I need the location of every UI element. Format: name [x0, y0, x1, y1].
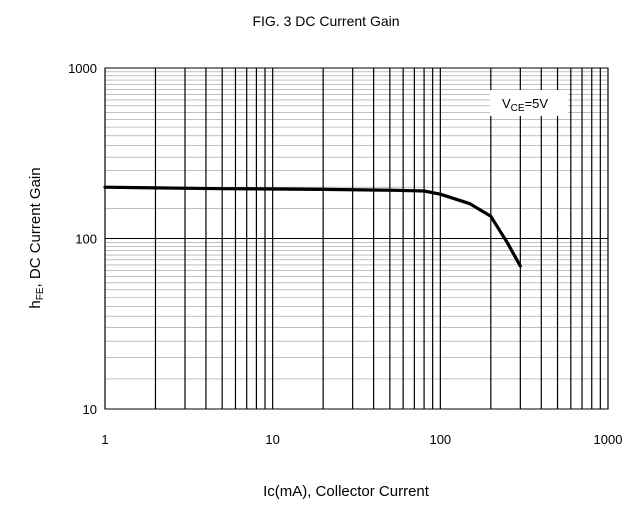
x-axis-title: Ic(mA), Collector Current	[263, 483, 430, 500]
y-axis-title: hFE, DC Current Gain	[27, 167, 46, 308]
y-tick-label: 1000	[68, 61, 97, 76]
series-layer	[103, 185, 522, 268]
annotation-rest: =5V	[525, 96, 549, 111]
annotation-label: VCE=5V	[502, 96, 548, 114]
chart-title: FIG. 3 DC Current Gain	[252, 13, 399, 29]
hfe-curve	[103, 185, 522, 268]
y-tick-label: 10	[83, 402, 97, 417]
x-tick-label: 1000	[594, 432, 623, 447]
plot-frame	[104, 67, 609, 410]
y-tick-labels: 1000 100 10	[68, 61, 97, 417]
x-tick-labels: 1 10 100 1000	[101, 432, 622, 447]
x-tick-label: 1	[101, 432, 108, 447]
annotation-box	[490, 90, 568, 116]
grid-lines	[104, 67, 609, 410]
x-tick-label: 100	[429, 432, 451, 447]
plot-area: VCE=5V	[103, 67, 609, 410]
x-tick-label: 10	[265, 432, 279, 447]
annotation-symbol: V	[502, 96, 511, 111]
y-axis-symbol: h	[27, 300, 44, 308]
y-tick-label: 100	[75, 232, 97, 247]
y-axis-rest: , DC Current Gain	[27, 167, 44, 287]
vce-annotation: VCE=5V	[490, 90, 568, 116]
y-axis-subscript: FE	[35, 287, 46, 300]
annotation-subscript: CE	[511, 103, 525, 114]
